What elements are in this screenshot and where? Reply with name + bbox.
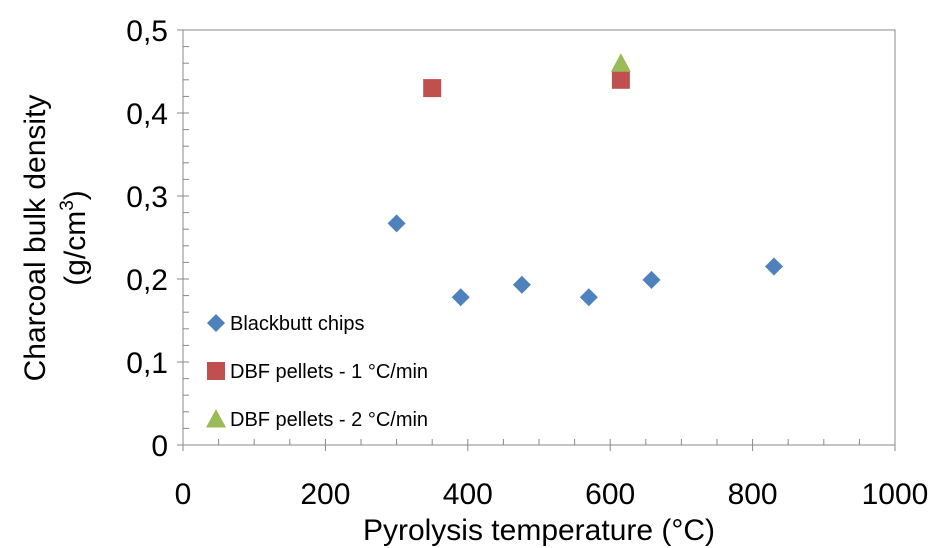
minor-ticks bbox=[182, 29, 896, 446]
legend-marker bbox=[206, 409, 226, 428]
plot-area bbox=[182, 29, 896, 446]
x-tick-label: 400 bbox=[443, 478, 493, 511]
data-point-square bbox=[423, 79, 442, 98]
y-tick-label: 0 bbox=[151, 430, 168, 463]
x-tick-label: 1000 bbox=[862, 478, 929, 511]
data-point-square bbox=[611, 70, 630, 89]
y-tick-label: 0,3 bbox=[126, 181, 168, 214]
data-point-diamond bbox=[642, 270, 661, 289]
x-axis-title: Pyrolysis temperature (°C) bbox=[363, 514, 715, 547]
legend-label: DBF pellets - 1 °C/min bbox=[230, 361, 428, 383]
data-point-diamond bbox=[579, 288, 598, 307]
x-tick-label: 600 bbox=[585, 478, 635, 511]
data-point-diamond bbox=[451, 288, 470, 307]
y-axis-title: Charcoal bulk density bbox=[19, 95, 52, 382]
legend: Blackbutt chips DBF pellets - 1 °C/min DBF… bbox=[206, 313, 428, 431]
data-point-triangle bbox=[610, 53, 631, 72]
y-tick-label: 0,1 bbox=[126, 347, 168, 380]
y-axis-unit-superscript: 3 bbox=[57, 200, 78, 211]
legend-marker bbox=[207, 362, 225, 380]
x-axis-ticks: 0 200 400 600 800 1000 bbox=[175, 445, 929, 511]
legend-label: Blackbutt chips bbox=[230, 313, 365, 335]
data-point-diamond bbox=[764, 257, 783, 276]
x-tick-label: 800 bbox=[728, 478, 778, 511]
x-tick-label: 0 bbox=[175, 478, 192, 511]
y-tick-label: 0,2 bbox=[126, 264, 168, 297]
data-point-diamond bbox=[387, 214, 406, 233]
data-point-diamond bbox=[512, 275, 531, 294]
y-tick-label: 0,5 bbox=[126, 15, 168, 48]
legend-label: DBF pellets - 2 °C/min bbox=[230, 409, 428, 431]
legend-marker bbox=[207, 314, 225, 332]
y-axis-unit-base: (g/cm bbox=[59, 211, 92, 286]
y-axis-unit-end: ) bbox=[59, 190, 92, 200]
y-axis-unit: (g/cm3) bbox=[57, 190, 92, 286]
data-points bbox=[387, 53, 783, 307]
y-tick-label: 0,4 bbox=[126, 98, 168, 131]
x-tick-label: 200 bbox=[300, 478, 350, 511]
y-axis-ticks: 0 0,1 0,2 0,3 0,4 0,5 bbox=[126, 15, 183, 463]
